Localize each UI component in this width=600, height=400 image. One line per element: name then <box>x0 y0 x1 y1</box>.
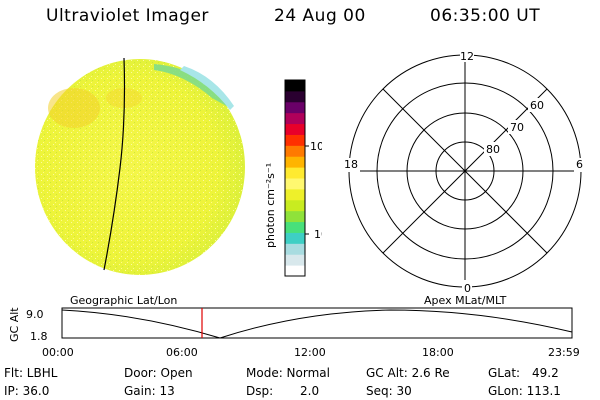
status-door: Door: Open <box>124 366 193 380</box>
polar-label-80: 80 <box>486 143 500 156</box>
orbit-xtick-0000: 00:00 <box>42 346 74 359</box>
colorbar-band <box>285 178 305 190</box>
polar-plot: 12 18 6 0 60 70 80 <box>342 48 586 294</box>
colorbar-tick-10: 10 <box>314 228 322 241</box>
status-ip: IP: 36.0 <box>4 384 50 398</box>
instrument-title: Ultraviolet Imager <box>46 6 209 26</box>
colorbar-band <box>285 243 305 255</box>
colorbar-band <box>285 156 305 168</box>
status-dsp-value: 2.0 <box>300 384 320 398</box>
polar-label-6: 6 <box>576 158 583 171</box>
polar-label-12: 12 <box>460 50 474 63</box>
colorbar-band <box>285 80 305 92</box>
colorbar-band <box>285 199 305 212</box>
colorbar-band <box>285 167 305 179</box>
orbit-plot: Geographic Lat/Lon Apex MLat/MLT 9.0 1.8… <box>8 294 580 359</box>
status-gain: Gain: 13 <box>124 384 175 398</box>
colorbar-band <box>285 101 305 114</box>
colorbar-band <box>285 210 305 223</box>
date-label: 24 Aug 00 <box>274 6 366 26</box>
uv-image <box>35 58 245 275</box>
status-dsp: Dsp: <box>246 384 274 398</box>
polar-label-60: 60 <box>530 99 544 112</box>
status-gc-alt: GC Alt: 2.6 Re <box>366 366 450 380</box>
colorbar-tick-100: 100 <box>310 140 322 153</box>
colorbar: 100 10 photon cm⁻²s⁻¹ <box>264 79 322 277</box>
colorbar-band <box>285 134 305 146</box>
terminator-line <box>103 58 126 271</box>
colorbar-band <box>285 123 305 135</box>
colorbar-band <box>285 145 305 157</box>
colorbar-band <box>285 254 305 266</box>
orbit-xtick-0600: 06:00 <box>166 346 198 359</box>
colorbar-band <box>285 232 305 244</box>
colorbar-unit-label: photon cm⁻²s⁻¹ <box>264 163 277 248</box>
status-mode: Mode: Normal <box>246 366 330 380</box>
colorbar-band <box>285 90 305 103</box>
colorbar-band <box>285 221 305 233</box>
status-glat-value: 49.2 <box>532 366 559 380</box>
colorbar-band <box>285 188 305 201</box>
colorbar-band <box>285 265 305 277</box>
orbit-xtick-2359: 23:59 <box>548 346 580 359</box>
status-seq: Seq: 30 <box>366 384 412 398</box>
orbit-xtick-1200: 12:00 <box>294 346 326 359</box>
orbit-y-axis-label: GC Alt <box>8 307 21 342</box>
orbit-left-label: Geographic Lat/Lon <box>70 294 177 307</box>
status-glat: GLat: <box>488 366 521 380</box>
polar-label-70: 70 <box>510 121 524 134</box>
polar-label-18: 18 <box>344 158 358 171</box>
time-label: 06:35:00 UT <box>430 6 541 26</box>
orbit-y-top: 9.0 <box>26 308 44 321</box>
dayside-glow <box>154 64 230 108</box>
status-glon: GLon: 113.1 <box>488 384 561 398</box>
orbit-right-label: Apex MLat/MLT <box>424 294 507 307</box>
colorbar-band <box>285 112 305 125</box>
orbit-altitude-curve <box>61 309 573 339</box>
orbit-xtick-1800: 18:00 <box>422 346 454 359</box>
polar-label-0: 0 <box>464 282 471 294</box>
orbit-y-bottom: 1.8 <box>30 330 48 343</box>
status-flt: Flt: LBHL <box>4 366 58 380</box>
